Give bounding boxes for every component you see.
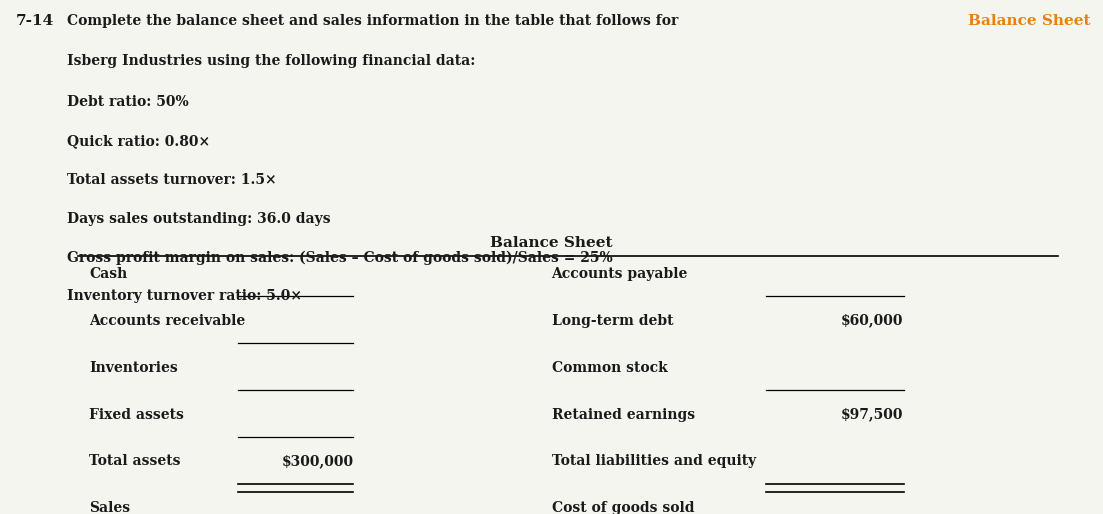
Text: Cost of goods sold: Cost of goods sold	[552, 501, 694, 514]
Text: Balance Sheet: Balance Sheet	[968, 14, 1091, 28]
Text: Cash: Cash	[89, 267, 128, 281]
Text: Accounts payable: Accounts payable	[552, 267, 688, 281]
Text: Common stock: Common stock	[552, 361, 667, 375]
Text: Total assets turnover: 1.5×: Total assets turnover: 1.5×	[67, 173, 277, 187]
Text: Quick ratio: 0.80×: Quick ratio: 0.80×	[67, 134, 211, 148]
Text: Fixed assets: Fixed assets	[89, 408, 184, 421]
Text: Complete the balance sheet and sales information in the table that follows for: Complete the balance sheet and sales inf…	[67, 14, 678, 28]
Text: $60,000: $60,000	[842, 314, 903, 327]
Text: Days sales outstanding: 36.0 days: Days sales outstanding: 36.0 days	[67, 212, 331, 226]
Text: Gross profit margin on sales: (Sales – Cost of goods sold)/Sales = 25%: Gross profit margin on sales: (Sales – C…	[67, 250, 613, 265]
Text: $300,000: $300,000	[281, 454, 353, 468]
Text: Debt ratio: 50%: Debt ratio: 50%	[67, 95, 189, 109]
Text: Accounts receivable: Accounts receivable	[89, 314, 246, 327]
Text: Sales: Sales	[89, 501, 130, 514]
Text: Total assets: Total assets	[89, 454, 181, 468]
Text: 7-14: 7-14	[15, 14, 54, 28]
Text: Inventories: Inventories	[89, 361, 179, 375]
Text: Isberg Industries using the following financial data:: Isberg Industries using the following fi…	[67, 54, 475, 68]
Text: Inventory turnover ratio: 5.0×: Inventory turnover ratio: 5.0×	[67, 289, 302, 303]
Text: Long-term debt: Long-term debt	[552, 314, 673, 327]
Text: Balance Sheet: Balance Sheet	[490, 236, 613, 250]
Text: Total liabilities and equity: Total liabilities and equity	[552, 454, 756, 468]
Text: $97,500: $97,500	[842, 408, 903, 421]
Text: Retained earnings: Retained earnings	[552, 408, 695, 421]
